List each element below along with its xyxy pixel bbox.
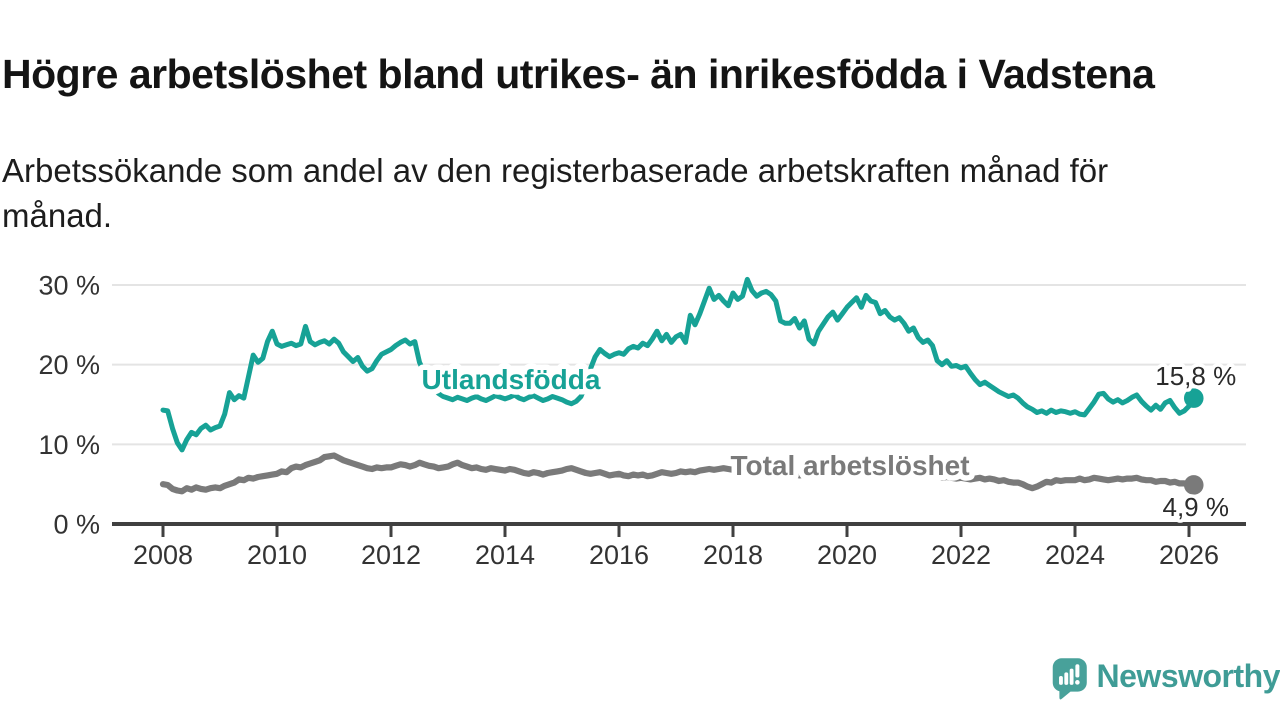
x-tick-label: 2016 bbox=[589, 540, 649, 570]
subtitle-line-1: Arbetssökande som andel av den registerb… bbox=[2, 152, 1109, 189]
series-name-label: Utlandsfödda bbox=[422, 364, 601, 395]
series-line-total bbox=[159, 452, 1197, 495]
newsworthy-wordmark: Newsworthy bbox=[1096, 657, 1280, 694]
bar-chart-glyph bbox=[1059, 664, 1080, 685]
x-tick-label: 2022 bbox=[931, 540, 991, 570]
newsworthy-bubble-icon bbox=[1052, 658, 1087, 700]
page-title: Högre arbetslöshet bland utrikes- än inr… bbox=[2, 51, 1155, 98]
series-end-value-label: 15,8 % bbox=[1155, 361, 1236, 391]
y-tick-label: 20 % bbox=[38, 350, 100, 380]
y-tick-label: 0 % bbox=[53, 510, 100, 540]
y-tick-label: 10 % bbox=[38, 430, 100, 460]
x-tick-label: 2026 bbox=[1159, 540, 1219, 570]
series-line-utlandsfodda bbox=[160, 276, 1197, 453]
line-chart: 0 % 10 % 20 % 30 % 2008 2010 2012 2014 2016 2018 2… bbox=[38, 271, 1246, 570]
x-tick-label: 2014 bbox=[475, 540, 535, 570]
series-name-label: Total arbetslöshet bbox=[730, 450, 969, 481]
x-tick-label: 2008 bbox=[133, 540, 193, 570]
x-tick-label: 2024 bbox=[1045, 540, 1105, 570]
x-tick-label: 2010 bbox=[247, 540, 307, 570]
series-end-dot bbox=[1183, 388, 1204, 408]
chart-subtitle: Arbetssökande som andel av den registerb… bbox=[2, 149, 1202, 239]
series-end-dot bbox=[1183, 475, 1204, 495]
x-tick-label: 2020 bbox=[817, 540, 877, 570]
x-tick-label: 2018 bbox=[703, 540, 763, 570]
subtitle-line-2: månad. bbox=[2, 196, 113, 234]
y-tick-label: 30 % bbox=[38, 271, 100, 301]
series-end-value-label: 4,9 % bbox=[1163, 492, 1230, 522]
newsworthy-logo: Newsworthy bbox=[1052, 648, 1280, 710]
x-tick-label: 2012 bbox=[361, 540, 421, 570]
